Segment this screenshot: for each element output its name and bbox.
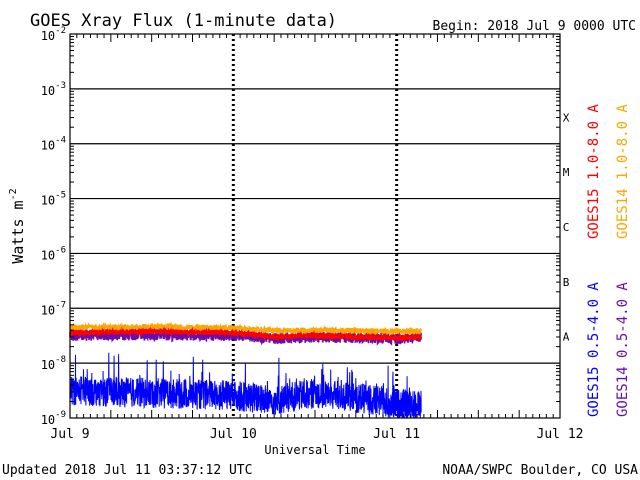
begin-label: Begin: 2018 Jul 9 0000 UTC	[433, 19, 637, 34]
x-tick-label: Jul 12	[537, 427, 584, 442]
legend-entry: GOES14 1.0-8.0 A	[615, 104, 631, 239]
y-tick-label: 10-7	[41, 300, 66, 317]
legend-entry: GOES15 0.5-4.0 A	[586, 282, 602, 417]
flare-class-label: M	[563, 166, 570, 179]
flare-class-label: B	[563, 276, 570, 289]
flare-class-label: C	[563, 221, 570, 234]
series-line	[69, 321, 422, 337]
x-axis-label: Universal Time	[264, 443, 365, 457]
y-axis-ticks: 10-9 10-8 10-7 10-6 10-5 10-4 10-3 10-2	[41, 26, 560, 427]
y-tick-label: 10-9	[41, 410, 66, 427]
flare-class-label: A	[563, 331, 570, 344]
legend-entry: GOES14 0.5-4.0 A	[615, 282, 631, 417]
series-line	[69, 326, 422, 344]
y-tick-label: 10-8	[41, 355, 66, 372]
plot-frame	[69, 33, 561, 419]
series-line	[69, 327, 422, 346]
x-tick-label: Jul 10	[210, 427, 257, 442]
legend: GOES15 1.0-8.0 A GOES14 1.0-8.0 A GOES15 0…	[586, 104, 631, 417]
y-tick-label: 10-6	[41, 245, 66, 262]
grid-lines	[70, 34, 560, 418]
x-tick-label: Jul 11	[373, 427, 420, 442]
y-axis-label: Watts m-2	[8, 188, 27, 263]
flare-class-label: X	[563, 111, 570, 124]
flare-class-labels: A B C M X	[563, 111, 570, 343]
updated-timestamp: Updated 2018 Jul 11 03:37:12 UTC	[2, 463, 252, 478]
chart-title: GOES Xray Flux (1-minute data)	[30, 11, 337, 31]
series-lines	[69, 321, 422, 419]
y-tick-label: 10-3	[41, 81, 66, 98]
y-tick-label: 10-2	[41, 26, 66, 43]
y-tick-label: 10-5	[41, 191, 66, 208]
y-tick-label: 10-4	[41, 136, 66, 153]
credit-text: NOAA/SWPC Boulder, CO USA	[442, 463, 638, 478]
series-line	[69, 352, 422, 419]
x-axis-ticks: Jul 9 Jul 10 Jul 11 Jul 12	[50, 34, 583, 442]
legend-entry: GOES15 1.0-8.0 A	[586, 104, 602, 239]
x-tick-label: Jul 9	[50, 427, 89, 442]
